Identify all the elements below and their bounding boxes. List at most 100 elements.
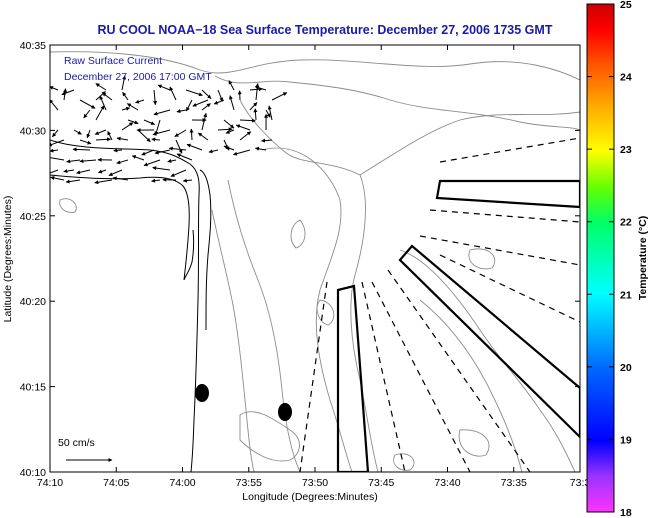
x-tick-label: 73:35 [501, 477, 527, 489]
current-vector [217, 127, 233, 132]
current-vector [151, 137, 161, 142]
current-vector [63, 88, 68, 101]
current-vector [265, 109, 271, 118]
transect-box [435, 179, 580, 209]
current-vector [50, 139, 65, 147]
coastline-segment [50, 174, 190, 281]
contour-line [214, 75, 580, 131]
colorbar-tick-label: 21 [620, 289, 632, 301]
current-vector [65, 179, 81, 184]
current-vector [50, 169, 59, 176]
current-vector [66, 159, 81, 164]
chart-title: RU COOL NOAA−18 Sea Surface Temperature:… [98, 23, 553, 37]
transect-line [429, 209, 580, 223]
current-vector [112, 176, 129, 181]
current-vector [261, 138, 273, 143]
current-vector [72, 147, 91, 152]
current-vector [113, 148, 123, 153]
contour-line [359, 111, 580, 176]
current-vector [255, 83, 260, 101]
colorbar [586, 3, 615, 513]
current-vector [182, 178, 193, 183]
current-vector [50, 86, 59, 91]
contour-line [211, 209, 255, 472]
x-tick-label: 73:50 [302, 477, 328, 489]
transect-line [419, 235, 580, 266]
current-vector [79, 159, 97, 164]
current-vector [99, 95, 107, 111]
transect-line [439, 137, 580, 163]
current-vector [152, 166, 171, 171]
current-vector [235, 124, 251, 131]
current-vector [157, 84, 171, 91]
current-vector [271, 92, 288, 101]
current-vector [169, 86, 177, 101]
current-vector [174, 129, 187, 138]
transect-box [336, 284, 370, 472]
current-vector [167, 159, 177, 163]
current-vector [151, 178, 161, 183]
colorbar-tick-label: 24 [620, 72, 632, 84]
colorbar-tick-label: 19 [620, 434, 632, 446]
transect-line [387, 269, 531, 472]
survey-transects-dashed [299, 137, 580, 472]
coastline-segment [199, 169, 212, 331]
current-vector [50, 155, 65, 161]
plot-background [50, 45, 580, 472]
current-vector [141, 149, 155, 156]
current-vector [61, 89, 75, 96]
mooring-marker [278, 403, 292, 421]
legend-line-2: December 27, 2006 17:00 GMT [64, 71, 212, 83]
current-vector [50, 99, 59, 111]
surface-current-vectors [50, 75, 288, 185]
current-vector [153, 89, 158, 106]
y-tick-label: 40:10 [20, 467, 46, 479]
colorbar-tick-label: 25 [620, 0, 632, 11]
current-vector [79, 139, 92, 145]
current-vector [225, 129, 235, 134]
current-vector [185, 89, 203, 97]
current-vector [255, 146, 267, 151]
current-vector [249, 102, 258, 111]
current-vector [52, 129, 59, 138]
current-vector [98, 169, 107, 174]
current-vector [185, 99, 193, 112]
current-vector [116, 136, 129, 141]
current-vector [73, 129, 82, 135]
current-vector [197, 132, 209, 141]
current-vector [223, 119, 235, 129]
x-tick-label: 73:40 [434, 477, 460, 489]
current-vector [223, 145, 235, 151]
current-vector [83, 109, 91, 119]
transect-line [299, 281, 328, 472]
x-tick-label: 74:00 [169, 477, 195, 489]
current-vector [95, 105, 105, 121]
coastline [50, 139, 212, 472]
y-tick-label: 40:30 [20, 125, 46, 137]
current-vector [176, 153, 193, 161]
current-vector [94, 129, 107, 135]
current-vector [122, 91, 129, 101]
y-tick-label: 40:15 [20, 382, 46, 394]
current-vector [135, 99, 145, 104]
current-vector [121, 106, 131, 111]
current-vector [229, 95, 235, 111]
current-vector [189, 128, 194, 141]
current-vector [102, 92, 113, 101]
colorbar-tick-label: 22 [620, 217, 632, 229]
current-vector [192, 99, 209, 107]
bathymetry-contours [50, 51, 580, 472]
current-vector [154, 149, 171, 155]
current-vector [131, 155, 145, 161]
contour-line [468, 248, 496, 270]
contour-line [59, 198, 77, 213]
y-tick-label: 40:20 [20, 296, 46, 308]
x-tick-label: 74:05 [103, 477, 129, 489]
current-vector [63, 169, 75, 174]
contour-line [419, 299, 523, 472]
current-vector [153, 109, 171, 116]
x-axis-label: Longitude (Degrees:Minutes) [242, 491, 377, 503]
survey-boxes [336, 179, 580, 472]
current-vector [201, 103, 211, 111]
